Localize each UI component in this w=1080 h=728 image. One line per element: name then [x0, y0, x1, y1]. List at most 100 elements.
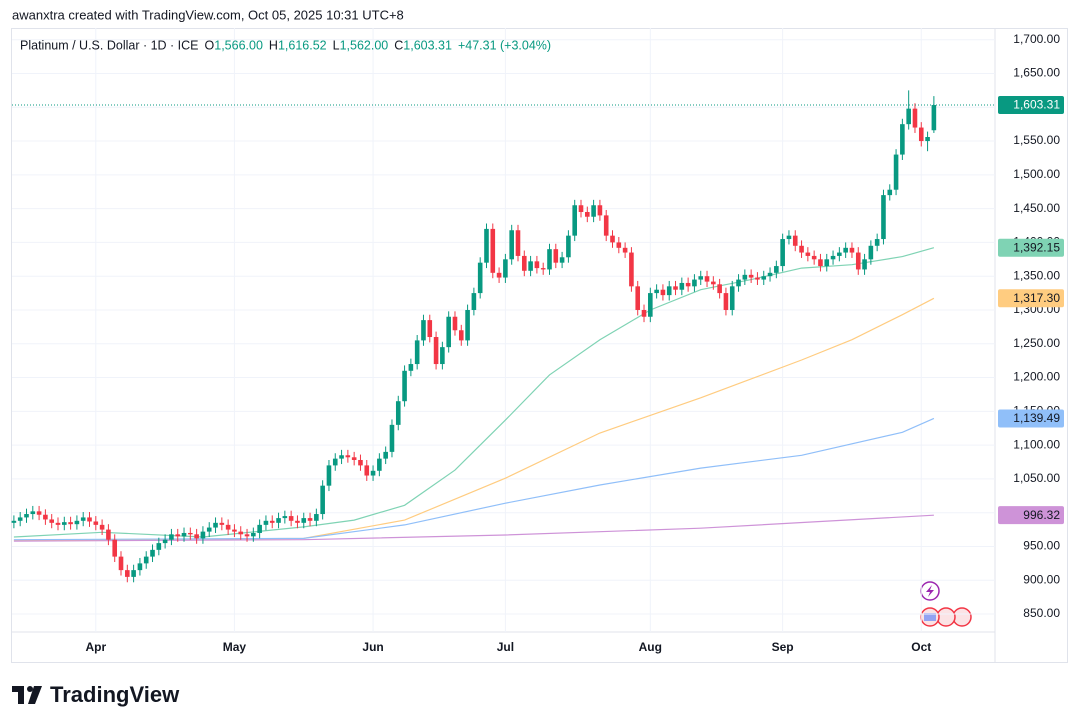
- candle-body: [118, 556, 124, 571]
- candle-body: [377, 458, 382, 471]
- candle-body: [786, 235, 792, 240]
- candle-body: [452, 316, 458, 331]
- candle-body: [339, 455, 344, 459]
- candle-body: [648, 293, 653, 317]
- y-tick-label: 1,700.00: [1013, 32, 1060, 46]
- candle-body: [295, 520, 300, 523]
- candle-body: [49, 519, 54, 523]
- price-tag: [998, 96, 1064, 115]
- price-tag-label: 1,603.31: [1013, 98, 1060, 112]
- candle-body: [849, 247, 855, 253]
- candle-body: [736, 279, 741, 287]
- candle-body: [685, 282, 691, 287]
- legend-symbol: Platinum / U.S. Dollar · 1D · ICE: [20, 38, 199, 52]
- candle-body: [263, 520, 269, 525]
- candle-body: [351, 457, 357, 460]
- candle-body: [792, 235, 798, 246]
- candle-body: [521, 255, 527, 271]
- price-tag: [998, 506, 1064, 525]
- price-tag: [998, 289, 1064, 308]
- ma-line: [13, 514, 934, 542]
- candle-body: [238, 531, 244, 535]
- candle-body: [320, 485, 325, 515]
- legend-change: +47.31 (+3.04%): [458, 38, 551, 52]
- ma-line: [13, 297, 935, 541]
- candle-body: [811, 255, 817, 260]
- candle-body: [471, 293, 477, 310]
- candle-body: [364, 465, 370, 476]
- candle-body: [723, 293, 729, 310]
- y-tick-label: 1,100.00: [1013, 437, 1060, 451]
- candle-body: [679, 282, 685, 290]
- candle-body: [213, 522, 218, 528]
- candle-body: [610, 235, 615, 243]
- y-tick-label: 1,200.00: [1013, 370, 1060, 384]
- candle-body: [206, 527, 212, 532]
- legend-value: 1,562.00: [340, 38, 389, 52]
- candle-body: [566, 235, 571, 258]
- candle-body: [603, 215, 609, 236]
- candle-body: [597, 205, 603, 216]
- candle-body: [307, 518, 313, 521]
- candle-body: [137, 563, 143, 571]
- candle-body: [87, 517, 92, 522]
- candle-body: [427, 320, 433, 338]
- y-tick-label: 950.00: [1023, 539, 1060, 553]
- candle-body: [282, 516, 288, 519]
- ma-line: [13, 417, 935, 541]
- candle-body: [484, 228, 489, 263]
- candle-body: [232, 529, 237, 532]
- y-tick-label: 850.00: [1023, 606, 1060, 620]
- candle-body: [131, 570, 136, 577]
- candle-body: [748, 274, 754, 278]
- legend-key: O: [205, 38, 215, 52]
- candle-body: [62, 522, 67, 525]
- candle-body: [717, 284, 722, 294]
- candle-body: [200, 531, 206, 539]
- candle-body: [868, 245, 874, 260]
- legend-key: L: [333, 38, 340, 52]
- y-tick-label: 900.00: [1023, 572, 1060, 586]
- candle-body: [862, 259, 867, 270]
- candle-body: [761, 276, 767, 280]
- candle-body: [660, 289, 666, 296]
- candle-body: [780, 239, 785, 267]
- logo-text: TradingView: [50, 682, 180, 707]
- candle-body: [635, 286, 641, 310]
- x-tick-label: Apr: [85, 640, 106, 654]
- candle-body: [288, 516, 294, 521]
- candle-body: [181, 532, 187, 537]
- candle-body: [440, 347, 445, 365]
- candle-body: [188, 532, 193, 535]
- candle-body: [251, 532, 256, 537]
- candle-body: [332, 458, 338, 466]
- candle-body: [458, 330, 464, 341]
- candle-body: [477, 262, 483, 294]
- candle-body: [654, 289, 659, 294]
- candle-body: [421, 320, 426, 341]
- candle-body: [799, 245, 804, 253]
- x-tick-label: Oct: [911, 640, 931, 654]
- candle-body: [805, 252, 811, 256]
- candle-body: [503, 259, 508, 278]
- candle-body: [755, 277, 760, 280]
- candle-body: [509, 230, 514, 260]
- candle-body: [99, 524, 105, 530]
- candle-body: [742, 274, 748, 280]
- candle-body: [257, 524, 262, 533]
- candle-body: [162, 539, 168, 544]
- price-tag-label: 1,139.49: [1013, 411, 1060, 425]
- candle-body: [358, 459, 363, 466]
- candle-body: [698, 276, 704, 280]
- candle-body: [496, 272, 502, 278]
- plot: [11, 90, 995, 583]
- candle-body: [219, 522, 225, 525]
- candle-body: [711, 281, 716, 285]
- candle-body: [641, 309, 647, 317]
- candle-body: [74, 520, 80, 525]
- candle-body: [855, 252, 861, 270]
- candle-body: [515, 230, 521, 256]
- candle-body: [692, 279, 697, 287]
- candle-body: [673, 286, 678, 290]
